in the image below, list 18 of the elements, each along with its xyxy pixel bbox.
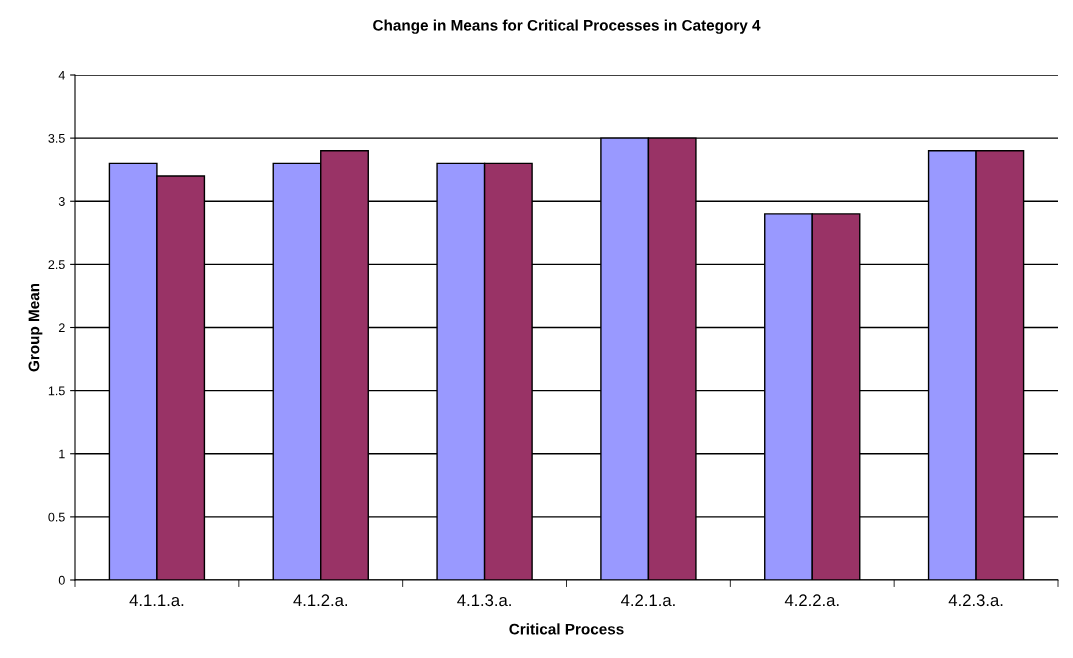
y-tick-label: 0 bbox=[58, 575, 65, 585]
y-tick-label: 3.5 bbox=[48, 133, 65, 143]
y-axis-title: Group Mean bbox=[28, 283, 43, 372]
x-tick-label: 4.2.2.a. bbox=[784, 594, 839, 607]
x-tick-label: 4.1.2.a. bbox=[293, 594, 348, 607]
y-tick-label: 1.5 bbox=[48, 386, 65, 396]
x-tick-label: 4.1.3.a. bbox=[457, 594, 511, 607]
x-tick-label: 4.1.1.a. bbox=[129, 594, 184, 607]
y-tick-label: 3 bbox=[58, 197, 65, 206]
y-tick-label: 0.5 bbox=[48, 512, 65, 522]
y-tick-label: 2 bbox=[58, 323, 65, 333]
chart-title: Change in Means for Critical Processes in Category 4 bbox=[373, 19, 761, 34]
y-tick-label: 1 bbox=[59, 449, 65, 459]
x-tick-label: 4.2.3.a. bbox=[948, 594, 1003, 607]
x-tick-label: 4.2.1.a. bbox=[621, 594, 675, 607]
y-tick-label: 2.5 bbox=[48, 260, 65, 270]
x-axis-title: Critical Process bbox=[509, 623, 624, 635]
y-tick-label: 4 bbox=[58, 70, 65, 80]
